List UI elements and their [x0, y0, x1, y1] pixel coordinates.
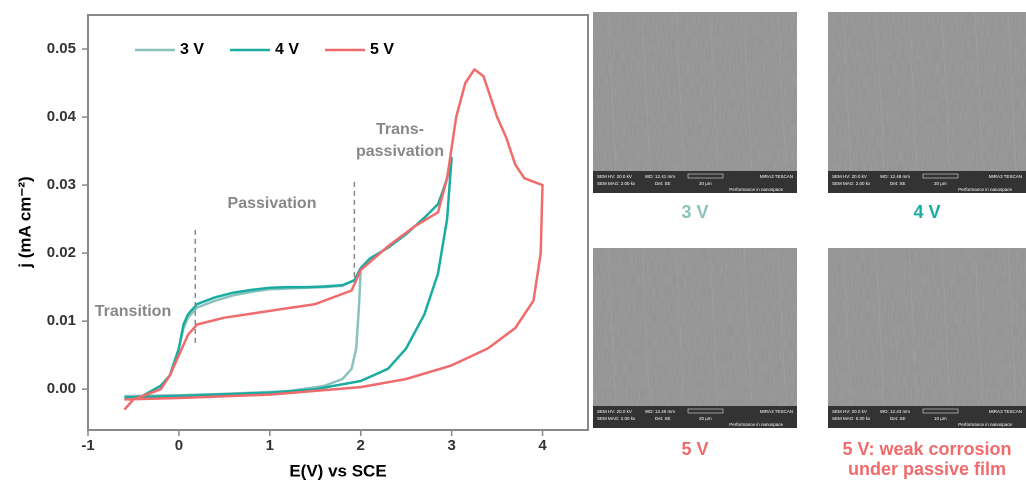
sem-image: SEM HV: 20.0 kV WD: 12.41 mm MIRA3 TESCAN S… [593, 12, 797, 193]
panel-caption: 5 V: weak corrosion [842, 439, 1011, 459]
legend-label: 5 V [370, 41, 394, 58]
info-text: 20 μm [699, 416, 712, 421]
x-tick-label: -1 [81, 437, 94, 454]
y-axis-label: j (mA cm⁻²) [15, 176, 34, 268]
info-text: Det: SE [890, 181, 906, 186]
data-line [124, 158, 451, 400]
info-text: Performance in nanospace [958, 422, 1012, 427]
sem-texture [593, 12, 797, 193]
info-text: SEM HV: 20.0 kV [597, 174, 632, 179]
info-text: 20 μm [934, 181, 947, 186]
info-text: SEM HV: 20.0 kV [832, 174, 867, 179]
sem-image: SEM HV: 20.0 kV WD: 12.43 mm MIRA3 TESCAN S… [828, 248, 1026, 428]
info-text: MIRA3 TESCAN [989, 174, 1022, 179]
sem-image: SEM HV: 20.0 kV WD: 12.45 mm MIRA3 TESCAN S… [593, 248, 797, 428]
annotation: Trans- [376, 121, 424, 138]
panel-caption: 4 V [913, 202, 940, 222]
x-tick-label: 0 [175, 437, 183, 454]
info-text: SEM MAG: 2.00 kx [597, 416, 636, 421]
info-text: Performance in nanospace [958, 187, 1012, 192]
legend-label: 4 V [275, 41, 299, 58]
info-text: 10 μm [934, 416, 947, 421]
annotation: Transition [95, 303, 171, 320]
info-text: WD: 12.41 mm [645, 174, 675, 179]
y-tick-label: 0.02 [47, 244, 76, 261]
figure: E(V) vs SCE j (mA cm⁻²) -1 0 1 2 3 4 0.00 0.01 0… [0, 0, 1026, 486]
info-text: Det: SE [655, 416, 671, 421]
info-text: Det: SE [655, 181, 671, 186]
y-tick-label: 0.03 [47, 176, 76, 193]
info-text: MIRA3 TESCAN [760, 409, 793, 414]
sem-texture [828, 248, 1026, 428]
info-text: Det: SE [890, 416, 906, 421]
legend-label: 3 V [180, 41, 204, 58]
x-tick-label: 3 [447, 437, 455, 454]
annotation: passivation [356, 143, 444, 160]
info-text: MIRA3 TESCAN [989, 409, 1022, 414]
panel-caption: 5 V [681, 439, 708, 459]
page: E(V) vs SCE j (mA cm⁻²) -1 0 1 2 3 4 0.00 0.01 0… [0, 0, 1026, 486]
x-axis-label: E(V) vs SCE [289, 461, 386, 480]
info-text: WD: 12.45 mm [645, 409, 675, 414]
sem-texture [828, 12, 1026, 193]
info-text: WD: 12.43 mm [880, 409, 910, 414]
annotation: Passivation [228, 195, 317, 212]
info-text: Performance in nanospace [729, 187, 783, 192]
sem-texture [593, 248, 797, 428]
y-tick-label: 0.01 [47, 312, 76, 329]
panel-caption: 3 V [681, 202, 708, 222]
info-text: 20 μm [699, 181, 712, 186]
x-tick-label: 1 [266, 437, 274, 454]
y-tick-label: 0.05 [47, 40, 76, 57]
y-tick-label: 0.00 [47, 380, 76, 397]
info-text: Performance in nanospace [729, 422, 783, 427]
sem-image: SEM HV: 20.0 kV WD: 12.48 mm MIRA3 TESCAN S… [828, 12, 1026, 193]
info-text: SEM MAG: 2.00 kx [597, 181, 636, 186]
x-tick-label: 4 [538, 437, 547, 454]
info-text: MIRA3 TESCAN [760, 174, 793, 179]
x-tick-label: 2 [357, 437, 365, 454]
info-text: SEM HV: 20.0 kV [832, 409, 867, 414]
info-text: SEM HV: 20.0 kV [597, 409, 632, 414]
plot-frame [88, 15, 588, 430]
data-line [124, 69, 542, 409]
info-text: SEM MAG: 5.00 kx [832, 416, 871, 421]
y-tick-label: 0.04 [47, 108, 77, 125]
info-text: SEM MAG: 2.00 kx [832, 181, 871, 186]
info-text: WD: 12.48 mm [880, 174, 910, 179]
panel-caption: under passive film [848, 459, 1006, 479]
data-line [124, 270, 360, 399]
